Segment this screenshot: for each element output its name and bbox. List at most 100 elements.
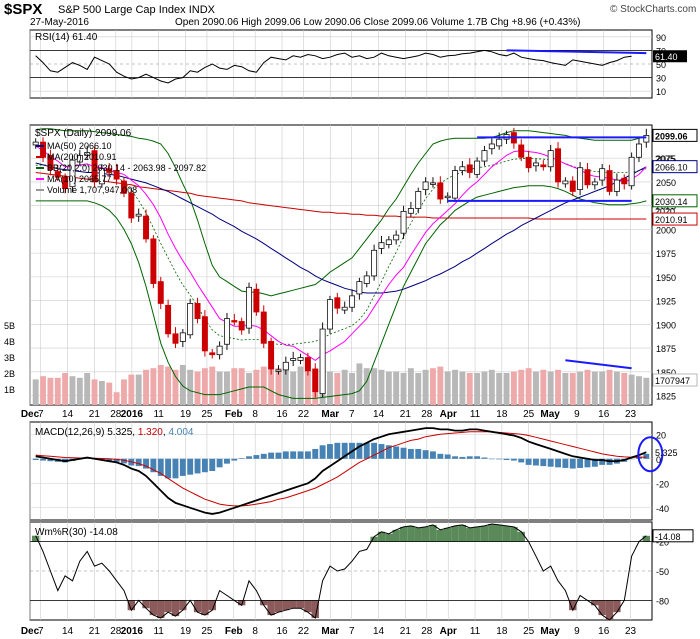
- williams-overbought-fill: [480, 525, 489, 542]
- candlestick: [187, 303, 194, 336]
- price-last-value-box: [652, 212, 698, 226]
- macd-tick-label: 0: [656, 455, 661, 465]
- candlestick: [157, 281, 164, 304]
- candlestick: [584, 169, 591, 186]
- williams-oversold-fill: [201, 600, 209, 616]
- candlestick: [532, 162, 539, 167]
- volume-bar: [371, 368, 378, 405]
- williams-oversold-fill: [282, 600, 290, 611]
- volume-tick-label: 2B: [4, 369, 15, 379]
- macd-histogram-bar: [503, 458, 510, 460]
- williams-oversold-fill: [304, 600, 312, 613]
- macd-tick-label: 20: [656, 430, 666, 440]
- rsi-trendline: [506, 49, 647, 55]
- macd-histogram-bar: [555, 458, 561, 468]
- macd-histogram-bar: [591, 458, 598, 467]
- macd-histogram-bar: [562, 458, 569, 468]
- volume-bar: [98, 381, 105, 405]
- x-axis-label: 28: [421, 409, 433, 420]
- volume-bar: [275, 368, 282, 405]
- macd-histogram-bar: [385, 445, 392, 459]
- macd-histogram-bar: [246, 456, 252, 459]
- williams-oversold-fill: [157, 600, 165, 619]
- x-axis-label: May: [540, 409, 560, 420]
- macd-histogram-bar: [290, 451, 297, 459]
- x-axis-label: 16: [276, 626, 288, 637]
- macd-histogram-bar: [113, 458, 120, 462]
- price-tick-label: 2050: [656, 178, 676, 188]
- volume-bar: [224, 371, 230, 405]
- williams-last-value-box: [652, 529, 694, 543]
- candlestick: [304, 357, 311, 372]
- williams-overbought-fill: [370, 536, 378, 542]
- chart-date: 27-May-2016: [30, 17, 89, 28]
- volume-bar: [165, 366, 172, 405]
- williams-overbought-fill: [502, 525, 511, 542]
- copyright: © StockCharts.com: [610, 4, 696, 15]
- volume-bar: [40, 376, 46, 405]
- x-axis-label: 16: [598, 626, 610, 637]
- volume-bar: [613, 371, 620, 405]
- price-tick-label: 2075: [656, 154, 676, 164]
- volume-bar: [113, 392, 120, 405]
- williams-line: [35, 523, 647, 621]
- candlestick: [635, 143, 642, 158]
- x-axis-label: 25: [523, 409, 535, 420]
- candlestick: [76, 154, 83, 163]
- volume-bar: [636, 376, 642, 405]
- volume-bar: [415, 373, 422, 405]
- macd-histogram-bar: [157, 458, 164, 476]
- macd-tick-label: -20: [656, 479, 669, 489]
- price-last-value-box: [652, 373, 698, 387]
- macd-histogram-bar: [496, 458, 503, 460]
- price-right-label: 2099.06: [655, 131, 688, 141]
- williams-oversold-fill: [274, 600, 283, 613]
- x-axis-label: 21: [400, 409, 412, 420]
- macd-histogram-bar: [260, 453, 267, 459]
- x-axis-label: 18: [496, 409, 508, 420]
- candlestick: [260, 311, 267, 344]
- volume-tick-label: 1B: [4, 385, 15, 395]
- candlestick: [540, 164, 547, 168]
- williams-overbought-fill: [642, 535, 650, 542]
- rsi-line: [35, 49, 632, 84]
- candlestick: [643, 135, 650, 143]
- macd-histogram-bar: [415, 448, 422, 459]
- price-tick-label: 1975: [656, 249, 676, 259]
- x-axis-label: 14: [62, 626, 74, 637]
- rsi-tick-label: 50: [656, 60, 666, 70]
- price-right-label: 2030.14: [655, 197, 688, 207]
- macd-histogram-bar: [172, 458, 179, 479]
- candlestick: [356, 281, 363, 295]
- price-right-label: 2066.10: [655, 163, 688, 173]
- macd-histogram-bar: [165, 458, 172, 479]
- x-axis-label: 23: [625, 626, 637, 637]
- candlestick: [231, 320, 238, 323]
- candlestick: [444, 195, 451, 199]
- price-last-value-box: [652, 194, 698, 208]
- macd-histogram-bar: [371, 442, 378, 459]
- x-axis-label: 19: [180, 626, 192, 637]
- candlestick: [496, 138, 503, 147]
- volume-bar: [201, 368, 208, 405]
- macd-title: MACD(12,26,9) 5.325, 1.320, 4.004: [35, 427, 194, 438]
- volume-bar: [378, 369, 385, 405]
- x-axis-label: 21: [89, 626, 101, 637]
- macd-histogram-bar: [466, 456, 473, 459]
- x-axis-label: 7: [349, 409, 355, 420]
- x-axis-label: 8: [252, 409, 258, 420]
- volume-bar: [290, 371, 297, 405]
- volume-bar: [54, 377, 61, 405]
- williams-overbought-fill: [517, 531, 525, 542]
- candlestick: [98, 168, 105, 185]
- volume-bar: [187, 369, 194, 405]
- candlestick: [334, 297, 341, 309]
- candlestick: [621, 177, 628, 185]
- macd-histogram-bar: [275, 452, 282, 459]
- x-axis-label: 21: [89, 409, 101, 420]
- price-tick-label: 1850: [656, 368, 676, 378]
- rsi-title: RSI(14) 61.40: [35, 32, 98, 43]
- price-tick-label: 1925: [656, 297, 676, 307]
- macd-histogram-bar: [474, 456, 481, 459]
- volume-bar: [488, 369, 495, 405]
